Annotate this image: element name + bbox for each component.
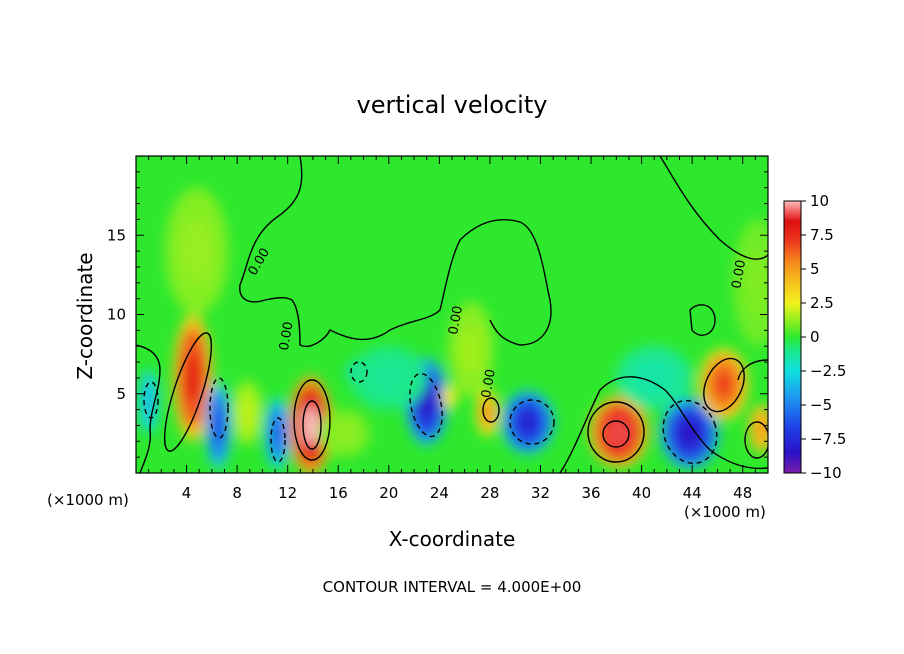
- heatmap-cell-core: [369, 362, 408, 394]
- heatmap-cell-core: [517, 409, 538, 435]
- contour-zero-line: [136, 344, 161, 473]
- chart-title: vertical velocity: [357, 91, 548, 119]
- y-axis: 5 10 15: [107, 171, 768, 458]
- heatmap-cell-core: [213, 408, 224, 443]
- heatmap-cell-core: [239, 396, 255, 429]
- contour-negative: [270, 417, 286, 463]
- contour-positive: [602, 420, 630, 448]
- contour-label: 0.00: [729, 259, 749, 290]
- x-tick-label: 12: [278, 484, 297, 502]
- contour-interval-note: CONTOUR INTERVAL = 4.000E+00: [323, 578, 582, 596]
- x-tick-label: 48: [733, 484, 752, 502]
- contour-zero-line: [559, 376, 768, 473]
- heatmap-cell-core: [185, 352, 201, 404]
- contour-positive: [293, 379, 331, 461]
- contour-negative: [509, 399, 555, 445]
- contour-label: 0.00: [277, 321, 297, 352]
- heatmap-cell-core: [180, 219, 213, 283]
- colorbar-tick-label: 5: [810, 260, 820, 278]
- heatmap-cell-core: [745, 251, 768, 315]
- contour-label: 0.00: [446, 305, 466, 336]
- contour-positive: [163, 332, 213, 452]
- y-tick-label: 15: [107, 226, 126, 244]
- contour-positive: [482, 397, 500, 423]
- heatmap-cell-core: [331, 421, 358, 446]
- x-tick-label: 28: [480, 484, 499, 502]
- heatmap-cell-core: [678, 419, 702, 448]
- x-tick-label: 8: [232, 484, 242, 502]
- x-axis: 4 8 12 16 20 24 28 32 36 40 44 48: [148, 156, 756, 502]
- x-tick-label: 4: [182, 484, 192, 502]
- colorbar-tick-label: −2.5: [810, 362, 846, 380]
- x-tick-label: 20: [379, 484, 398, 502]
- contour-zero-line: [659, 156, 768, 260]
- colorbar-tick-label: 0: [810, 328, 820, 346]
- heatmap-cell-core: [635, 362, 674, 394]
- colorbar-tick-label: −10: [810, 464, 842, 482]
- contour-label: 0.00: [479, 368, 499, 399]
- heatmap-cell-core: [445, 390, 454, 404]
- heatmap-cell-core: [302, 405, 319, 446]
- x-tick-label: 36: [581, 484, 600, 502]
- contour-negative: [209, 377, 229, 439]
- colorbar-tick-label: −5: [810, 396, 832, 414]
- colorbar-tick-label: −7.5: [810, 430, 846, 448]
- contour-positive: [703, 357, 745, 413]
- contour-positive: [744, 421, 768, 459]
- contour-zero-line: [737, 359, 768, 381]
- contour-positive: [302, 400, 322, 450]
- heatmap-cell-core: [459, 325, 483, 374]
- heatmap-cell-core: [143, 385, 154, 418]
- contour-negative: [409, 372, 443, 438]
- contour-lines: [136, 156, 768, 473]
- heatmap-cells: [138, 187, 768, 473]
- colorbar-ticks: 10 7.5 5 2.5 0 −2.5 −5 −7.5 −10: [801, 192, 846, 482]
- x-unit-left: (×1000 m): [47, 491, 129, 509]
- contour-negative: [662, 399, 718, 465]
- x-tick-label: 24: [430, 484, 449, 502]
- colorbar-gradient: [783, 200, 802, 474]
- plot-area: 0.000.000.000.000.00: [135, 155, 769, 474]
- x-tick-label: 44: [683, 484, 702, 502]
- contour-negative: [143, 381, 159, 419]
- y-tick-label: 5: [116, 385, 126, 403]
- x-tick-label: 32: [531, 484, 550, 502]
- heatmap-cell-core: [418, 384, 435, 420]
- heatmap-cell-core: [272, 419, 283, 448]
- heatmap-cell-core: [714, 369, 734, 399]
- x-tick-label: 40: [632, 484, 651, 502]
- heatmap-cell-core: [482, 403, 492, 423]
- y-tick-label: 10: [107, 306, 126, 324]
- y-axis-label: Z-coordinate: [73, 252, 97, 379]
- colorbar-tick-label: 7.5: [810, 226, 834, 244]
- contour-zero-line: [689, 304, 716, 336]
- x-tick-label: 16: [329, 484, 348, 502]
- colorbar-tick-label: 2.5: [810, 294, 834, 312]
- contour-zero-line: [239, 156, 552, 347]
- x-axis-label: X-coordinate: [389, 527, 516, 551]
- colorbar: 10 7.5 5 2.5 0 −2.5 −5 −7.5 −10: [783, 192, 846, 482]
- colorbar-tick-label: 10: [810, 192, 829, 210]
- contour-negative: [350, 361, 368, 383]
- contour-positive: [587, 401, 645, 463]
- x-unit-right: (×1000 m): [684, 503, 766, 521]
